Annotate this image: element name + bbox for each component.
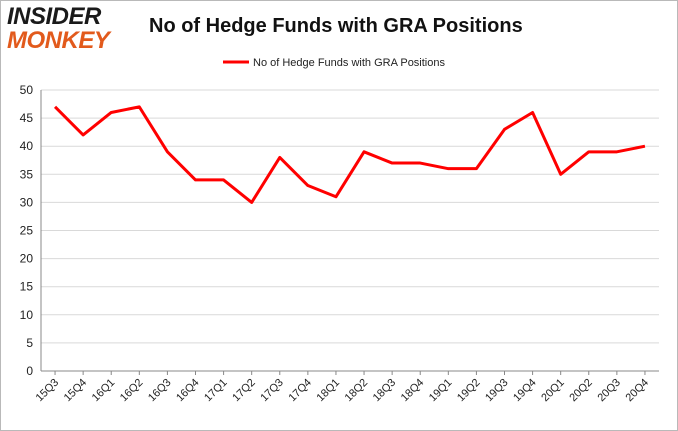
- x-tick-label: 20Q1: [539, 377, 567, 405]
- x-tick-label: 17Q4: [286, 377, 314, 405]
- logo-line-monkey: MONKEY: [7, 27, 110, 54]
- x-tick-label: 19Q2: [455, 377, 483, 405]
- x-tick-label: 17Q2: [230, 377, 258, 405]
- y-tick-label: 5: [26, 336, 33, 350]
- x-tick-label: 15Q3: [34, 377, 62, 405]
- x-tick-label: 20Q3: [595, 377, 623, 405]
- x-tick-label: 17Q3: [258, 377, 286, 405]
- logo-line-insider: INSIDER: [7, 3, 101, 30]
- x-tick-label: 18Q3: [371, 377, 399, 405]
- y-tick-label: 50: [20, 83, 34, 97]
- x-tick-labels: 15Q3 15Q4 16Q1 16Q2 16Q3 16Q4 17Q1 17Q2 17Q3 17Q4…: [34, 377, 651, 405]
- y-tick-labels: 0 5 10 15 20 25 30 35 40 45 50: [20, 83, 34, 378]
- y-tick-label: 25: [20, 224, 34, 238]
- y-tick-label: 35: [20, 167, 34, 181]
- x-tick-label: 16Q1: [90, 377, 118, 405]
- x-tick-label: 18Q4: [399, 377, 427, 405]
- grid-lines: [41, 89, 659, 372]
- x-tick-label: 19Q4: [511, 377, 539, 405]
- x-tick-label: 16Q4: [174, 377, 202, 405]
- y-tick-label: 15: [20, 280, 34, 294]
- axes: [40, 90, 659, 375]
- x-tick-label: 18Q2: [343, 377, 371, 405]
- y-tick-label: 0: [26, 364, 33, 378]
- x-tick-label: 20Q2: [567, 377, 595, 405]
- x-tick-label: 17Q1: [202, 377, 230, 405]
- x-tick-label: 15Q4: [62, 377, 90, 405]
- legend: No of Hedge Funds with GRA Positions: [223, 57, 445, 69]
- legend-label: No of Hedge Funds with GRA Positions: [253, 57, 445, 69]
- chart-title: No of Hedge Funds with GRA Positions: [149, 15, 523, 37]
- x-tick-label: 19Q1: [427, 377, 455, 405]
- insider-monkey-logo: INSIDER MONKEY: [7, 5, 127, 57]
- x-tick-label: 20Q4: [624, 377, 652, 405]
- y-tick-label: 10: [20, 308, 34, 322]
- series-group: [53, 105, 646, 204]
- series-line-0: [53, 105, 646, 204]
- y-tick-label: 20: [20, 252, 34, 266]
- x-tick-label: 16Q2: [118, 377, 146, 405]
- y-tick-label: 45: [20, 111, 34, 125]
- x-tick-label: 19Q3: [483, 377, 511, 405]
- y-tick-label: 40: [20, 139, 34, 153]
- y-tick-label: 30: [20, 195, 34, 209]
- x-tick-label: 18Q1: [315, 377, 343, 405]
- x-tick-label: 16Q3: [146, 377, 174, 405]
